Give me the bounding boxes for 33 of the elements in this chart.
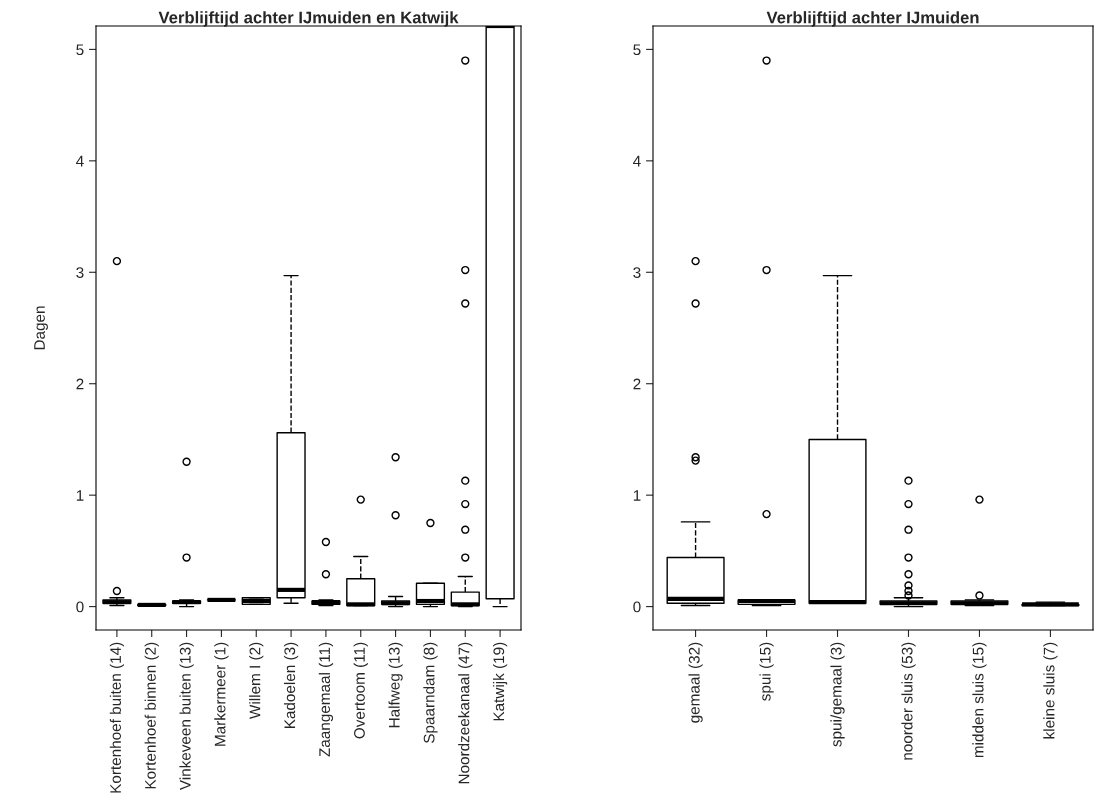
x-tick-label: Willem I (2): [249, 642, 264, 719]
x-tick-label: gemaal (32): [688, 642, 703, 723]
y-tick-label: 3: [76, 267, 84, 278]
y-tick-label: 0: [633, 601, 641, 613]
x-tick-label: spui (15): [759, 642, 774, 701]
chart-title: Verblijftijd achter IJmuiden en Katwijk: [158, 11, 459, 27]
x-tick-label: Halfweg (13): [388, 642, 403, 728]
x-tick-label: Markermeer (1): [214, 642, 229, 746]
x-tick-label: midden sluis (15): [972, 642, 987, 758]
y-tick-label: 4: [633, 155, 641, 167]
x-tick-label: Overtoom (11): [353, 642, 368, 739]
y-tick-label: 5: [76, 44, 84, 56]
y-tick-label: 1: [76, 490, 84, 501]
y-tick-label: 2: [633, 378, 641, 390]
x-tick-label: noorder sluis (53): [901, 642, 916, 760]
y-tick-label: 4: [76, 155, 84, 167]
y-tick-label: 1: [633, 490, 641, 501]
y-axis-title: Dagen: [34, 306, 48, 350]
x-tick-label: Kadoelen (3): [283, 642, 299, 729]
y-tick-label: 0: [76, 601, 84, 613]
x-tick-label: Zaangemaal (11): [318, 642, 334, 757]
y-tick-label: 2: [76, 378, 84, 390]
x-tick-label: Katwijk (19): [492, 642, 508, 721]
x-tick-label: Kortenhoef binnen (2): [144, 642, 159, 789]
x-tick-label: Noordzeekanaal (47): [458, 642, 473, 784]
y-tick-label: 5: [633, 44, 641, 56]
x-tick-label: Vinkeveen buiten (13): [179, 642, 194, 791]
chart-title: Verblijftijd achter IJmuiden: [766, 11, 979, 27]
x-tick-label: kleine sluis (7): [1043, 642, 1058, 739]
x-tick-label: Spaarndam (8): [423, 642, 438, 743]
y-tick-label: 3: [633, 267, 641, 278]
x-tick-label: Kortenhoef buiten (14): [109, 642, 125, 793]
x-tick-label: spui/gemaal (3): [830, 642, 845, 747]
